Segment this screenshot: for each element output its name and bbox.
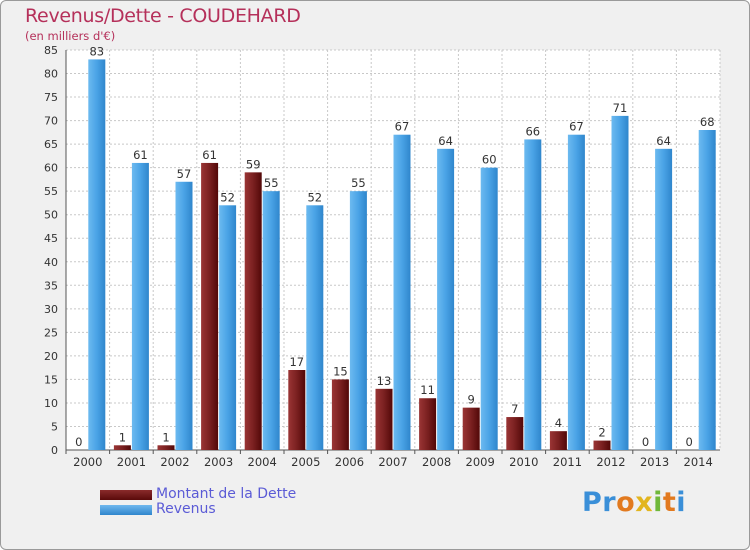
data-label-dette: 13 bbox=[377, 374, 392, 388]
data-label-revenus: 71 bbox=[613, 101, 628, 115]
bar-revenus bbox=[88, 59, 106, 450]
x-tick-label: 2011 bbox=[553, 455, 582, 469]
bar-revenus bbox=[655, 148, 673, 450]
bar-dette bbox=[593, 440, 611, 450]
y-tick-label: 50 bbox=[44, 209, 58, 222]
chart-subtitle: (en milliers d'€) bbox=[25, 29, 116, 43]
legend-swatch-revenus bbox=[100, 505, 152, 515]
data-label-dette: 15 bbox=[333, 364, 348, 378]
data-label-dette: 59 bbox=[246, 157, 261, 171]
bar-dette bbox=[288, 370, 306, 450]
bar-revenus bbox=[611, 115, 629, 450]
x-tick-label: 2013 bbox=[640, 455, 669, 469]
y-tick-label: 60 bbox=[44, 162, 58, 175]
data-label-dette: 17 bbox=[289, 355, 304, 369]
x-tick-label: 2006 bbox=[335, 455, 364, 469]
bar-revenus bbox=[131, 162, 149, 451]
bar-dette bbox=[419, 398, 437, 450]
data-label-dette: 1 bbox=[119, 430, 126, 444]
data-label-revenus: 67 bbox=[569, 120, 584, 134]
data-label-revenus: 55 bbox=[351, 176, 366, 190]
y-tick-label: 80 bbox=[44, 68, 58, 81]
x-tick-label: 2005 bbox=[291, 455, 320, 469]
chart-title: Revenus/Dette - COUDEHARD bbox=[25, 5, 301, 27]
bar-dette bbox=[244, 172, 262, 450]
data-label-revenus: 55 bbox=[264, 176, 279, 190]
bar-dette bbox=[331, 379, 349, 450]
bar-revenus bbox=[567, 134, 585, 451]
bar-revenus bbox=[306, 205, 324, 450]
data-label-revenus: 60 bbox=[482, 153, 497, 167]
legend-swatch-dette bbox=[100, 490, 152, 500]
x-tick-label: 2010 bbox=[509, 455, 538, 469]
y-tick-label: 40 bbox=[44, 256, 58, 269]
data-label-dette: 1 bbox=[162, 430, 169, 444]
data-label-revenus: 83 bbox=[89, 44, 104, 58]
y-tick-label: 25 bbox=[44, 326, 58, 339]
data-label-dette: 0 bbox=[75, 435, 82, 449]
data-label-dette: 4 bbox=[555, 416, 562, 430]
bar-revenus bbox=[480, 167, 498, 450]
bar-dette bbox=[462, 407, 480, 450]
data-label-revenus: 64 bbox=[656, 134, 671, 148]
data-label-revenus: 52 bbox=[220, 190, 235, 204]
y-tick-label: 10 bbox=[44, 397, 58, 410]
y-tick-label: 20 bbox=[44, 350, 58, 363]
data-label-dette: 2 bbox=[598, 426, 605, 440]
x-tick-label: 2007 bbox=[378, 455, 407, 469]
y-tick-label: 0 bbox=[51, 444, 58, 457]
y-tick-label: 70 bbox=[44, 115, 58, 128]
proxiti-logo: Proxiti bbox=[582, 487, 687, 518]
legend-label-revenus: Revenus bbox=[156, 501, 216, 517]
bar-revenus bbox=[219, 205, 237, 450]
data-label-revenus: 57 bbox=[177, 167, 192, 181]
data-label-revenus: 67 bbox=[395, 120, 410, 134]
data-label-dette: 0 bbox=[642, 435, 649, 449]
y-tick-label: 5 bbox=[51, 420, 58, 433]
bar-revenus bbox=[524, 139, 542, 451]
bar-dette bbox=[157, 445, 175, 450]
y-tick-label: 65 bbox=[44, 138, 58, 151]
bar-dette bbox=[201, 162, 219, 451]
bar-revenus bbox=[175, 181, 193, 450]
y-tick-label: 85 bbox=[44, 44, 58, 57]
y-tick-label: 15 bbox=[44, 373, 58, 386]
y-tick-label: 30 bbox=[44, 303, 58, 316]
x-tick-label: 2003 bbox=[204, 455, 233, 469]
data-label-revenus: 68 bbox=[700, 115, 715, 129]
data-label-dette: 9 bbox=[468, 393, 475, 407]
bar-revenus bbox=[437, 148, 455, 450]
x-tick-label: 2001 bbox=[117, 455, 146, 469]
data-label-revenus: 66 bbox=[525, 124, 540, 138]
data-label-dette: 61 bbox=[202, 148, 217, 162]
data-label-dette: 7 bbox=[511, 402, 518, 416]
plot-area bbox=[66, 50, 720, 450]
data-label-dette: 0 bbox=[686, 435, 693, 449]
data-label-revenus: 52 bbox=[307, 190, 322, 204]
bar-revenus bbox=[393, 134, 411, 451]
x-tick-label: 2002 bbox=[160, 455, 189, 469]
legend-label-dette: Montant de la Dette bbox=[156, 486, 297, 502]
x-tick-label: 2014 bbox=[684, 455, 713, 469]
bar-dette bbox=[506, 417, 524, 450]
data-label-revenus: 61 bbox=[133, 148, 148, 162]
x-tick-label: 2004 bbox=[248, 455, 277, 469]
bar-revenus bbox=[262, 191, 280, 451]
bar-revenus bbox=[349, 191, 367, 451]
x-tick-label: 2000 bbox=[73, 455, 102, 469]
y-tick-label: 55 bbox=[44, 185, 58, 198]
bar-dette bbox=[113, 445, 131, 450]
y-tick-label: 75 bbox=[44, 91, 58, 104]
data-label-dette: 11 bbox=[420, 383, 435, 397]
bar-revenus bbox=[698, 130, 716, 450]
x-tick-label: 2008 bbox=[422, 455, 451, 469]
y-tick-label: 35 bbox=[44, 279, 58, 292]
x-tick-label: 2009 bbox=[466, 455, 495, 469]
y-tick-label: 45 bbox=[44, 232, 58, 245]
x-tick-label: 2012 bbox=[596, 455, 625, 469]
bar-dette bbox=[375, 388, 393, 450]
data-label-revenus: 64 bbox=[438, 134, 453, 148]
bar-dette bbox=[549, 431, 567, 450]
